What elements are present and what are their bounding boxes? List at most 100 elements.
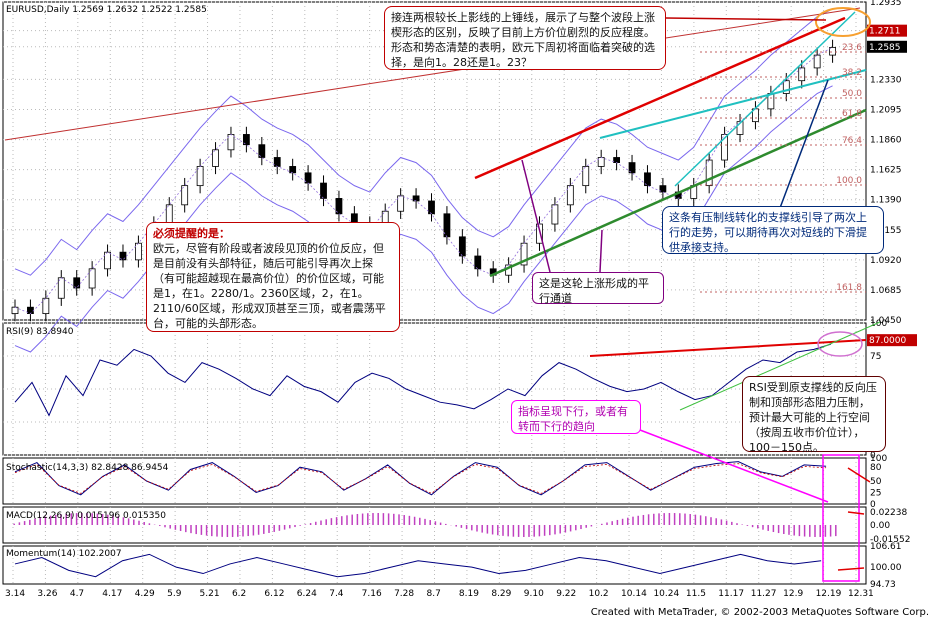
x-tick-label: 9.22	[556, 589, 576, 599]
stochastic-main-line	[14, 461, 827, 496]
candle-body	[458, 236, 466, 257]
indicator-annotation: 指标呈现下行，或者有转而下行的趋向	[511, 400, 641, 434]
x-tick-label: 10.2	[589, 589, 609, 599]
candle-body	[474, 255, 482, 270]
candle-body	[320, 182, 327, 199]
fib-level-label: 161.8	[836, 283, 862, 293]
candle-body	[705, 159, 713, 187]
candle-body	[659, 185, 667, 193]
macd-level-label: -0.01552	[870, 535, 910, 545]
candle-body	[181, 185, 189, 206]
arrow-top	[665, 17, 827, 21]
momentum-level-label: 106.61	[870, 542, 902, 552]
x-tick-label: 6.2	[232, 589, 246, 599]
candle-body	[11, 306, 19, 315]
x-tick-label: 11.17	[718, 589, 744, 599]
stochastic-pane-title: Stochastic(14,3,3) 82.8428 86.9454	[6, 463, 169, 473]
rsi-marker-box	[867, 334, 917, 347]
x-tick-label: 6.24	[297, 589, 317, 599]
fib-level-label: 61.8	[842, 109, 862, 119]
x-tick-label: 4.7	[70, 589, 84, 599]
x-tick-label: 12.19	[816, 589, 842, 599]
macd-level-label: 0.00	[870, 521, 890, 531]
price-pane-title: EURUSD,Daily 1.2569 1.2632 1.2522 1.2585	[6, 5, 207, 15]
rsi-marker-label: 87.0000	[869, 336, 906, 346]
candle-body	[335, 198, 343, 215]
rsi-highlight-ellipse	[817, 331, 863, 357]
rsi-line	[14, 343, 832, 417]
momentum-line	[14, 553, 822, 578]
fib-level-label: 50.0	[842, 89, 862, 99]
reminder-title: 必须提醒的是：	[153, 227, 230, 240]
x-tick-label: 3.26	[37, 589, 57, 599]
stochastic-level-label: 50	[870, 477, 882, 487]
channel-annotation: 这是这轮上涨形成的平行通道	[532, 272, 664, 305]
x-tick-label: 10.24	[653, 589, 679, 599]
candle-body	[273, 157, 281, 167]
candle-body	[566, 185, 574, 206]
support-annotation-text: 这条有压制线转化的支撑线引导了两次上行的走势，可以期待再次对短线的下滑提供承接支…	[669, 211, 867, 254]
channel-lower-line	[489, 108, 867, 278]
momentum-level-label: 100.00	[870, 563, 902, 573]
candle-body	[412, 195, 420, 202]
candle-body	[628, 162, 636, 174]
candle-body	[119, 251, 127, 261]
x-tick-label: 4.17	[102, 589, 122, 599]
x-tick-label: 5.9	[167, 589, 182, 599]
x-tick-label: 12.31	[848, 589, 874, 599]
stochastic-level-label: 80	[870, 463, 882, 473]
rsi-level-label: 100	[870, 319, 887, 329]
x-tick-label: 7.28	[394, 589, 414, 599]
bollinger-middle	[14, 47, 833, 315]
momentum-pane-title: Momentum(14) 102.2007	[6, 549, 122, 559]
arrow-support	[779, 79, 829, 209]
cyan-steep-line	[674, 11, 856, 187]
stochastic-level-label: 100	[870, 454, 887, 464]
candle-body	[212, 149, 219, 167]
y-tick-label: 1.0685	[870, 286, 902, 296]
top-annotation: 接连两根较长上影线的上锤线，展示了与整个波段上涨楔形态的区别，反映了目前上方价位…	[384, 6, 666, 70]
red-down-arrow	[847, 511, 865, 515]
candle-body	[27, 306, 34, 315]
x-tick-label: 9.10	[524, 589, 544, 599]
price-marker-box	[867, 40, 907, 53]
candle-body	[289, 166, 297, 174]
y-tick-label: 1.1860	[870, 136, 902, 146]
price-marker-label: 1.2585	[869, 43, 901, 53]
x-tick-label: 5.21	[200, 589, 220, 599]
candle-body	[813, 54, 821, 69]
stochastic-level-label: 0	[870, 500, 876, 510]
candle-body	[782, 80, 790, 94]
x-tick-label: 10.14	[621, 589, 647, 599]
channel-upper-line	[474, 16, 846, 180]
reminder-annotation: 必须提醒的是： 欧元，尽管有阶段或者波段见顶的价位反应，但是目前没有头部特征，随…	[146, 222, 400, 332]
x-tick-label: 6.12	[264, 589, 284, 599]
indicator-highlight-box	[822, 454, 860, 582]
x-tick-label: 11.5	[686, 589, 706, 599]
x-tick-label: 4.29	[135, 589, 155, 599]
support-annotation: 这条有压制线转化的支撑线引导了两次上行的走势，可以期待再次对短线的下滑提供承接支…	[662, 206, 884, 254]
candle-body	[135, 242, 142, 261]
candle-body	[613, 157, 621, 163]
x-tick-label: 12.9	[783, 589, 803, 599]
arrow-channel-2	[599, 229, 603, 273]
candle-body	[644, 172, 651, 187]
stochastic-level-label: 25	[870, 489, 881, 499]
y-tick-label: 1.0920	[870, 256, 902, 266]
candle-body	[428, 200, 435, 215]
macd-pane-title: MACD(12,26,9) 0.015196 0.015350	[6, 511, 166, 521]
price-marker-label: 1.2711	[869, 27, 901, 37]
candle-body	[88, 268, 96, 289]
y-tick-label: 1.1625	[870, 166, 902, 176]
candle-body	[73, 277, 81, 289]
rsi-resistance-line	[589, 339, 867, 357]
rsi-annotation-text: RSI受到原支撑线的反向压制和顶部形态阻力压制，预计最大可能的上行空间（按周五收…	[749, 381, 877, 454]
momentum-level-label: 94.73	[870, 580, 896, 590]
x-tick-label: 8.29	[491, 589, 511, 599]
fib-level-label: 23.6	[842, 43, 862, 53]
reminder-body: 欧元，尽管有阶段或者波段见顶的价位反应，但是目前没有头部特征，随后可能引导再次上…	[153, 242, 386, 330]
rsi-level-label: 75	[870, 352, 881, 362]
y-tick-label: 1.1155	[870, 226, 902, 236]
arrow-channel-1	[521, 159, 551, 273]
